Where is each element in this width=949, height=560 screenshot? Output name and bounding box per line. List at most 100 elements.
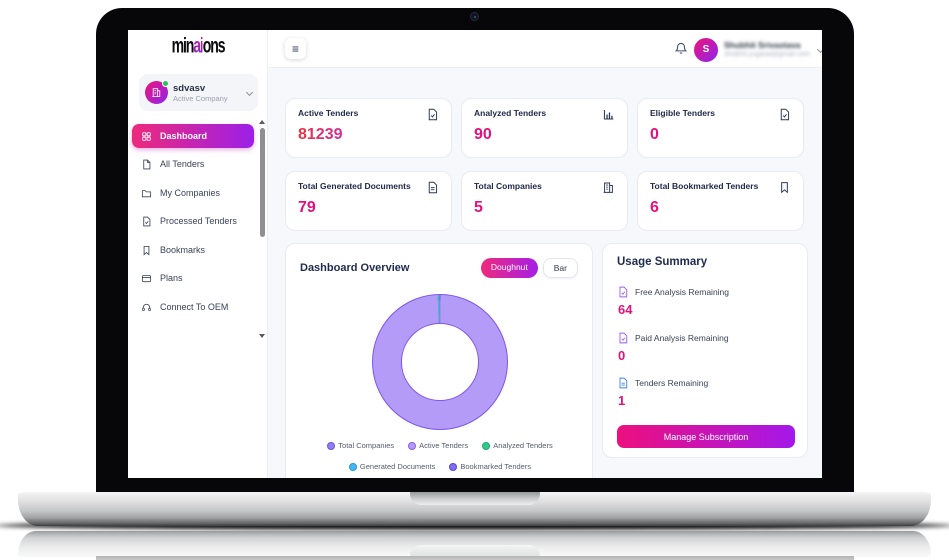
legend-item-active-tenders[interactable]: Active Tenders — [408, 441, 468, 450]
laptop-screen-bezel: minaions sdvasv Active Company Dashboard — [96, 8, 854, 494]
stat-card-bookmarked-tenders: Total Bookmarked Tenders 6 — [637, 171, 804, 231]
scrollbar-up-arrow[interactable] — [259, 120, 265, 124]
stat-label: Total Bookmarked Tenders — [650, 181, 759, 191]
legend-item-total-companies[interactable]: Total Companies — [327, 441, 394, 450]
stat-label: Active Tenders — [298, 108, 359, 118]
stat-value: 5 — [474, 199, 483, 216]
stat-value: 6 — [650, 199, 659, 216]
notifications-bell-icon[interactable] — [674, 41, 688, 56]
sidebar-toggle-button[interactable]: ≡ — [285, 38, 306, 59]
bar-chart-icon — [603, 109, 615, 120]
document-icon — [619, 286, 628, 298]
legend-item-generated-documents[interactable]: Generated Documents — [348, 462, 436, 471]
bar-toggle-button[interactable]: Bar — [542, 258, 578, 278]
file-check-icon — [780, 108, 790, 121]
doughnut-toggle-button[interactable]: Doughnut — [480, 258, 538, 278]
stat-label: Analyzed Tenders — [474, 108, 547, 118]
bookmark-icon — [781, 182, 788, 193]
overview-title: Dashboard Overview — [300, 262, 410, 274]
company-status: Active Company — [173, 93, 228, 103]
doughnut-hole — [401, 323, 479, 401]
building-icon — [151, 88, 161, 98]
stat-card-generated-documents: Total Generated Documents 79 — [285, 171, 452, 231]
usage-item-tenders-remaining: Tenders Remaining 1 — [617, 377, 708, 408]
logo-post: ons — [202, 34, 226, 59]
usage-summary-title: Usage Summary — [617, 256, 708, 268]
legend-item-analyzed-tenders[interactable]: Analyzed Tenders — [482, 441, 553, 450]
user-name: Shubhit Srivastava — [724, 40, 801, 50]
scrollbar-down-arrow[interactable] — [259, 334, 265, 338]
stat-card-active-tenders: Active Tenders 81239 — [285, 98, 452, 158]
topbar: ≡ S Shubhit Srivastava shubhit.yugasa@gm… — [268, 30, 822, 68]
usage-label: Free Analysis Remaining — [635, 287, 730, 297]
legend-label: Analyzed Tenders — [493, 441, 553, 450]
dashboard-content: Active Tenders 81239 Analyzed Tenders 90… — [268, 68, 822, 478]
company-selector[interactable]: sdvasv Active Company — [139, 74, 258, 111]
legend-label: Generated Documents — [359, 462, 436, 471]
sidebar-item-dashboard[interactable]: Dashboard — [132, 124, 254, 148]
sidebar: minaions sdvasv Active Company Dashboard — [128, 30, 268, 478]
bookmark-icon — [143, 245, 150, 255]
stat-card-total-companies: Total Companies 5 — [461, 171, 628, 231]
document-icon — [619, 332, 628, 344]
stat-card-analyzed-tenders: Analyzed Tenders 90 — [461, 98, 628, 158]
dashboard-overview-card: Dashboard Overview Doughnut Bar Total Co… — [285, 243, 593, 478]
usage-label: Tenders Remaining — [635, 378, 709, 388]
legend-dot — [348, 462, 357, 471]
credit-card-icon — [141, 274, 152, 282]
legend-dot — [408, 441, 417, 450]
sidebar-item-bookmarks[interactable]: Bookmarks — [132, 238, 254, 262]
stat-value: 0 — [650, 126, 659, 143]
user-menu[interactable]: S Shubhit Srivastava shubhit.yugasa@gmai… — [694, 37, 822, 62]
company-avatar — [145, 80, 169, 104]
sidebar-item-label: Plans — [160, 273, 183, 283]
chart-legend-row-1: Total Companies Active Tenders Analyzed … — [286, 441, 594, 450]
sidebar-item-connect-to-oem[interactable]: Connect To OEM — [132, 295, 254, 319]
stat-card-eligible-tenders: Eligible Tenders 0 — [637, 98, 804, 158]
stat-label: Total Generated Documents — [298, 181, 411, 191]
stat-value: 81239 — [298, 126, 439, 144]
stat-value: 90 — [474, 126, 492, 143]
sidebar-item-label: Processed Tenders — [160, 216, 237, 226]
manage-subscription-button[interactable]: Manage Subscription — [617, 425, 795, 448]
legend-dot — [449, 462, 458, 471]
legend-label: Active Tenders — [419, 441, 469, 450]
sidebar-item-label: My Companies — [160, 188, 221, 198]
legend-dot — [482, 441, 491, 450]
sidebar-item-plans[interactable]: Plans — [132, 266, 254, 290]
usage-summary-card: Usage Summary Free Analysis Remaining 64… — [602, 243, 808, 458]
sidebar-scrollbar[interactable] — [259, 120, 266, 340]
logo-highlight: ai — [193, 34, 204, 59]
brand-logo: minaions — [146, 35, 250, 60]
logo-pre: min — [171, 34, 195, 59]
usage-value: 64 — [618, 302, 633, 317]
grid-icon — [142, 131, 151, 141]
sidebar-item-all-tenders[interactable]: All Tenders — [132, 152, 254, 176]
laptop-reflection-bezel — [96, 556, 854, 560]
chart-legend-row-2: Generated Documents Bookmarked Tenders — [286, 462, 594, 471]
usage-item-free-analysis: Free Analysis Remaining 64 — [617, 286, 729, 317]
laptop-base — [18, 492, 931, 526]
scrollbar-thumb[interactable] — [260, 128, 265, 237]
user-email: shubhit.yugasa@gmail.com — [724, 51, 811, 58]
document-icon — [428, 181, 438, 194]
document-icon — [619, 377, 628, 389]
chart-type-toggle: Doughnut Bar — [480, 258, 578, 278]
app-window: minaions sdvasv Active Company Dashboard — [128, 30, 822, 478]
file-check-icon — [428, 108, 438, 121]
usage-label: Paid Analysis Remaining — [635, 333, 729, 343]
laptop-reflection-base — [18, 531, 931, 557]
sidebar-item-label: Bookmarks — [160, 245, 206, 255]
user-avatar: S — [694, 37, 718, 62]
file-check-icon — [143, 216, 151, 226]
webcam-icon — [470, 12, 479, 21]
chevron-down-icon — [817, 45, 822, 54]
legend-item-bookmarked-tenders[interactable]: Bookmarked Tenders — [449, 462, 531, 471]
usage-item-paid-analysis: Paid Analysis Remaining 0 — [617, 332, 729, 363]
legend-label: Total Companies — [338, 441, 395, 450]
legend-dot — [327, 441, 336, 450]
stat-label: Eligible Tenders — [650, 108, 716, 118]
sidebar-item-processed-tenders[interactable]: Processed Tenders — [132, 209, 254, 233]
sidebar-item-my-companies[interactable]: My Companies — [132, 181, 254, 205]
